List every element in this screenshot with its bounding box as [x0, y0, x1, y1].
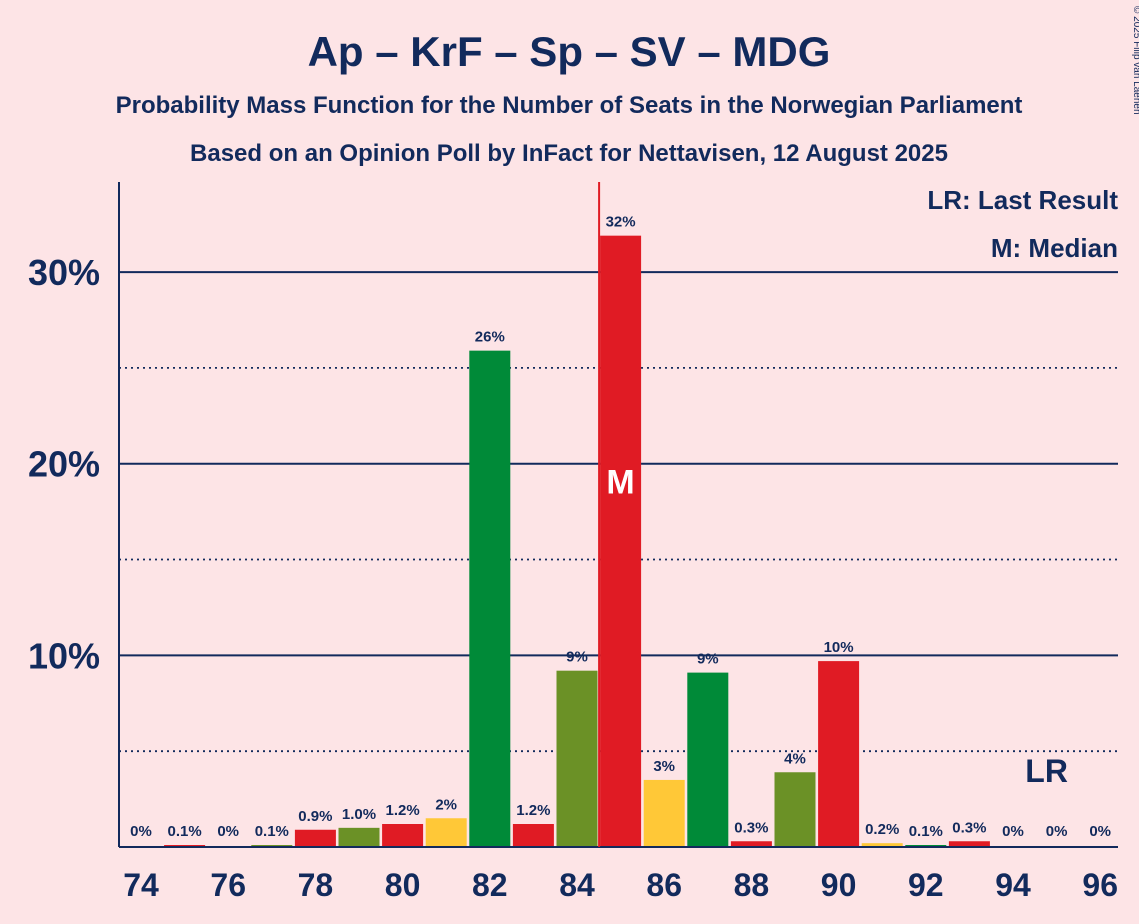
legend-last-result: LR: Last Result [927, 185, 1118, 215]
data-label-seats-79: 1.0% [342, 806, 376, 823]
last-result-marker: LR [1025, 753, 1068, 789]
y-tick-label-20: 20% [28, 444, 100, 485]
markers: M LR [598, 182, 1068, 847]
data-labels: 0% 0.1% 0% 0.1% 0.9% 1.0% 1.2% 2% 26% 1.2% 9% 32% 3%… [130, 214, 1111, 840]
x-tick-label-78: 78 [298, 867, 334, 903]
bar-seats-83 [512, 824, 554, 847]
bar-seats-88 [730, 841, 772, 847]
bar-seats-85 [600, 235, 642, 848]
chart-subtitle: Probability Mass Function for the Number… [116, 92, 1023, 119]
chart-source: Based on an Opinion Poll by InFact for N… [190, 140, 948, 167]
x-tick-label-92: 92 [908, 867, 944, 903]
data-label-seats-93: 0.3% [952, 819, 986, 836]
data-label-seats-86: 3% [653, 758, 675, 775]
x-tick-label-96: 96 [1082, 867, 1118, 903]
bar-seats-93 [948, 841, 990, 847]
x-tick-label-94: 94 [995, 867, 1031, 903]
x-tick-label-84: 84 [559, 867, 595, 903]
data-label-seats-81: 2% [435, 796, 457, 813]
data-label-seats-84: 9% [566, 649, 588, 666]
data-label-seats-92: 0.1% [909, 823, 943, 840]
x-tick-label-86: 86 [646, 867, 682, 903]
axes: 74 76 78 80 82 84 86 88 90 92 94 96 [118, 182, 1118, 903]
bar-seats-78 [294, 829, 336, 847]
median-marker: M [606, 463, 634, 501]
data-label-seats-76: 0% [217, 823, 239, 840]
data-label-seats-77: 0.1% [255, 823, 289, 840]
data-label-seats-74: 0% [130, 823, 152, 840]
chart-title: Ap – KrF – Sp – SV – MDG [308, 28, 831, 75]
y-tick-label-30: 30% [28, 252, 100, 293]
data-label-seats-83: 1.2% [516, 802, 550, 819]
bar-seats-79 [338, 827, 380, 847]
data-label-seats-85: 32% [606, 214, 636, 231]
data-label-seats-87: 9% [697, 651, 719, 668]
bar-seats-89 [774, 772, 816, 847]
data-label-seats-78: 0.9% [298, 808, 332, 825]
x-tick-label-88: 88 [734, 867, 770, 903]
legend-median: M: Median [991, 233, 1118, 263]
bar-seats-84 [556, 670, 598, 847]
x-tick-label-80: 80 [385, 867, 421, 903]
data-label-seats-96: 0% [1089, 823, 1111, 840]
y-tick-label-10: 10% [28, 635, 100, 676]
data-label-seats-80: 1.2% [385, 802, 419, 819]
bar-seats-91 [861, 843, 903, 847]
data-label-seats-95: 0% [1046, 823, 1068, 840]
bar-seats-80 [382, 824, 424, 847]
bar-seats-90 [818, 661, 860, 847]
x-tick-label-82: 82 [472, 867, 508, 903]
data-label-seats-88: 0.3% [734, 819, 768, 836]
bar-seats-86 [643, 779, 685, 847]
x-tick-label-90: 90 [821, 867, 857, 903]
copyright-notice: © 2025 Filip van Laenen [1131, 6, 1139, 115]
data-label-seats-82: 26% [475, 329, 505, 346]
data-label-seats-89: 4% [784, 750, 806, 767]
data-label-seats-91: 0.2% [865, 821, 899, 838]
bar-seats-87 [687, 672, 729, 847]
x-tick-label-76: 76 [210, 867, 246, 903]
bar-seats-82 [469, 350, 511, 847]
bars [164, 235, 990, 848]
bar-seats-81 [425, 818, 467, 847]
x-tick-label-74: 74 [123, 867, 159, 903]
data-label-seats-90: 10% [824, 639, 854, 656]
data-label-seats-75: 0.1% [167, 823, 201, 840]
data-label-seats-94: 0% [1002, 823, 1024, 840]
